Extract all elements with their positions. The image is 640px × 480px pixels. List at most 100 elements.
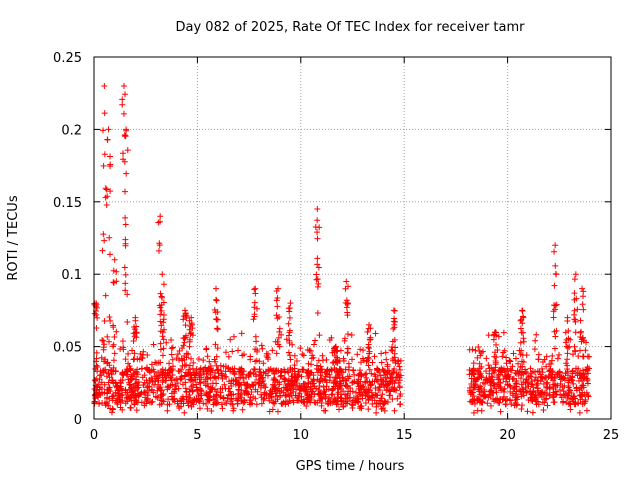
data-point: [100, 231, 107, 238]
data-point: [263, 390, 270, 397]
data-point: [188, 355, 195, 362]
data-point: [230, 407, 237, 414]
data-point: [246, 399, 253, 406]
data-point: [391, 318, 398, 325]
data-point: [541, 399, 548, 406]
data-point: [519, 307, 526, 314]
data-point: [130, 338, 137, 345]
data-point: [286, 308, 293, 315]
data-point: [120, 110, 127, 117]
data-point: [260, 360, 267, 367]
data-point: [572, 329, 579, 336]
data-point: [128, 388, 135, 395]
data-point: [120, 346, 127, 353]
data-point: [286, 393, 293, 400]
data-point: [487, 382, 494, 389]
data-point: [537, 390, 544, 397]
data-point: [469, 346, 476, 353]
data-point: [562, 329, 569, 336]
data-point: [573, 387, 580, 394]
data-point: [119, 377, 126, 384]
data-point: [160, 336, 167, 343]
data-point: [392, 344, 399, 351]
y-tick-label: 0.05: [53, 341, 82, 356]
data-point: [564, 314, 571, 321]
data-point: [576, 347, 583, 354]
data-point: [551, 345, 558, 352]
data-point: [364, 329, 371, 336]
data-point: [349, 402, 356, 409]
data-point: [381, 397, 388, 404]
data-point: [466, 389, 473, 396]
data-point: [239, 406, 246, 413]
data-point: [478, 363, 485, 370]
data-point: [187, 323, 194, 330]
data-point: [127, 367, 134, 374]
data-point: [99, 385, 106, 392]
data-point: [132, 394, 139, 401]
data-point: [110, 364, 117, 371]
data-point: [354, 380, 361, 387]
data-point: [154, 381, 161, 388]
data-point: [220, 394, 227, 401]
data-point: [474, 395, 481, 402]
data-point: [543, 353, 550, 360]
data-point: [518, 372, 525, 379]
data-point: [381, 368, 388, 375]
data-point: [517, 325, 524, 332]
data-point: [222, 373, 229, 380]
data-point: [354, 351, 361, 358]
data-point: [312, 337, 319, 344]
data-point: [391, 324, 398, 331]
data-point: [314, 283, 321, 290]
data-point: [113, 328, 120, 335]
data-point: [362, 371, 369, 378]
data-point: [476, 360, 483, 367]
data-point: [362, 399, 369, 406]
data-point: [533, 331, 540, 338]
data-point: [506, 396, 513, 403]
data-point: [557, 380, 564, 387]
data-point: [323, 379, 330, 386]
data-point: [272, 393, 279, 400]
data-point: [565, 327, 572, 334]
data-point: [183, 354, 190, 361]
data-point: [492, 358, 499, 365]
data-point: [186, 388, 193, 395]
data-point: [365, 362, 372, 369]
data-point: [390, 325, 397, 332]
data-point: [542, 396, 549, 403]
data-point: [365, 396, 372, 403]
data-point: [564, 356, 571, 363]
data-point: [138, 365, 145, 372]
data-point: [298, 393, 305, 400]
data-point: [543, 363, 550, 370]
data-point: [544, 402, 551, 409]
data-point: [288, 385, 295, 392]
data-point: [158, 301, 165, 308]
data-point: [373, 403, 380, 410]
data-point: [507, 388, 514, 395]
data-point: [167, 382, 174, 389]
data-point: [271, 375, 278, 382]
data-point: [276, 379, 283, 386]
data-point: [397, 357, 404, 364]
data-point: [372, 330, 379, 337]
data-point: [96, 399, 103, 406]
data-point: [294, 397, 301, 404]
data-point: [158, 400, 165, 407]
data-point: [112, 379, 119, 386]
data-point: [490, 336, 497, 343]
data-point: [96, 376, 103, 383]
data-point: [286, 352, 293, 359]
data-point: [299, 351, 306, 358]
y-tick-label: 0.2: [61, 123, 82, 138]
data-point: [149, 387, 156, 394]
data-point: [160, 345, 167, 352]
data-point: [316, 332, 323, 339]
data-point: [220, 363, 227, 370]
data-point: [225, 353, 232, 360]
data-point: [208, 408, 215, 415]
data-point: [523, 376, 530, 383]
